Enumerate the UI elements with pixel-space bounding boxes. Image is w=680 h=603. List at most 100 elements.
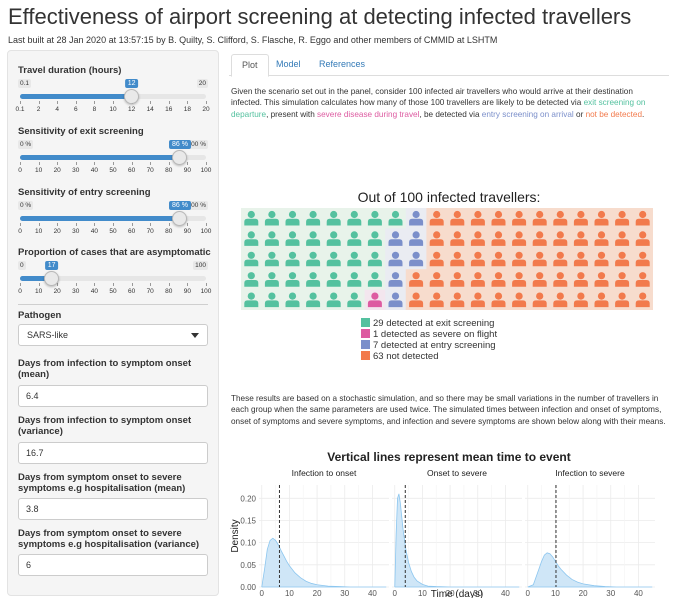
legend-item-not: 63 not detected	[361, 351, 561, 362]
onset-variance-label: Days from infection to symptom onset (va…	[18, 415, 192, 437]
slider-tick	[94, 101, 96, 104]
tab-plot[interactable]: Plot	[231, 54, 269, 77]
person-icon	[573, 210, 588, 226]
person-icon	[635, 231, 650, 246]
person-icon	[244, 251, 259, 267]
slider-tick-label: 70	[146, 228, 154, 235]
person-icon	[450, 292, 465, 308]
severe-variance-label: Days from symptom onset to severe sympto…	[18, 528, 200, 550]
build-info: Last built at 28 Jan 2020 at 13:57:15 by…	[8, 35, 498, 45]
density-area	[394, 493, 520, 588]
slider-tick	[113, 101, 114, 104]
slider-handle[interactable]	[172, 211, 188, 226]
slider-tick-label: 70	[146, 288, 154, 295]
person-icon	[512, 272, 527, 287]
severe-mean-input[interactable]	[18, 498, 208, 520]
intro-not-highlight: not be detected	[585, 109, 643, 119]
slider-tick-label: 16	[165, 106, 173, 113]
slider-track[interactable]	[20, 94, 206, 99]
x-tick-label: 20	[313, 589, 322, 598]
slider-min-label: 0 %	[18, 140, 34, 149]
entry-sensitivity-slider[interactable]: 0 % 100 % 86 % 0 10 20 30 40 50 60 70 80 90 100	[18, 201, 211, 241]
person-icon	[264, 251, 279, 267]
slider-tick-labels: 0 10 20 30 40 50 60 70 80 90 100	[18, 288, 211, 297]
person-icon	[388, 210, 403, 226]
person-icon	[285, 272, 300, 287]
person-icon	[306, 231, 321, 246]
person-icon	[367, 272, 382, 287]
asymptomatic-slider[interactable]: 0 100 17 0 10 20 30 40 50 60 70 80 90 100	[18, 261, 211, 301]
person-icon	[532, 210, 547, 226]
person-icon	[594, 251, 609, 267]
waffle-chart-title: Out of 100 infected travellers:	[357, 189, 541, 205]
person-icon	[491, 231, 506, 246]
x-tick-label: 0	[260, 589, 265, 598]
travel-duration-slider[interactable]: 0.1 20 12 0.1 2 4 6 8 10 12 14 16 18 20	[15, 79, 210, 119]
person-icon	[594, 231, 609, 246]
person-icon	[450, 251, 465, 267]
slider-max-label: 20	[196, 79, 208, 88]
onset-mean-input[interactable]	[18, 385, 208, 407]
slider-tick-label: 40	[90, 288, 99, 295]
slider-tick	[187, 101, 189, 104]
slider-tick-label: 6	[73, 106, 78, 113]
person-icon	[553, 272, 568, 287]
person-icon	[470, 210, 485, 226]
pathogen-select[interactable]: SARS-like	[18, 324, 208, 346]
person-icon	[326, 272, 341, 287]
slider-tick	[187, 162, 189, 165]
density-area	[527, 552, 653, 588]
person-icon	[532, 251, 547, 267]
entry-sensitivity-label: Sensitivity of entry screening	[18, 187, 151, 198]
person-icon	[388, 292, 403, 308]
sidebar-divider	[18, 304, 208, 305]
slider-track[interactable]	[20, 276, 206, 281]
waffle-legend: 29 detected at exit screening 1 detected…	[361, 318, 561, 362]
slider-track[interactable]	[20, 216, 206, 221]
person-icon	[306, 210, 321, 226]
person-icon	[450, 231, 465, 246]
slider-handle[interactable]	[44, 271, 60, 286]
slider-tick-label: 2	[36, 106, 41, 113]
slider-track[interactable]	[20, 155, 206, 160]
slider-tick-label: 8	[92, 106, 97, 113]
slider-tick	[113, 223, 114, 226]
intro-severe-highlight: severe disease during travel	[317, 109, 420, 119]
slider-tick	[75, 283, 77, 286]
slider-min-label: 0	[18, 261, 26, 270]
slider-tick-label: 80	[165, 288, 173, 295]
slider-tick	[38, 162, 40, 165]
person-icon	[388, 231, 403, 246]
slider-tick-label: 0	[18, 167, 22, 174]
x-tick-label: 40	[501, 589, 510, 598]
slider-max-label: 100 %	[185, 140, 208, 149]
slider-tick-label: 10	[34, 228, 43, 235]
exit-sensitivity-slider[interactable]: 0 % 100 % 86 % 0 10 20 30 40 50 60 70 80 90 100	[18, 140, 211, 180]
slider-handle[interactable]	[124, 89, 140, 104]
person-icon	[388, 251, 403, 267]
onset-variance-input[interactable]	[18, 442, 208, 464]
tab-model[interactable]: Model	[276, 59, 301, 69]
app-title: Effectiveness of airport screening at de…	[8, 4, 632, 29]
slider-tick-label: 10	[109, 106, 117, 113]
person-icon	[326, 210, 341, 226]
slider-max-label: 100 %	[185, 201, 208, 210]
slider-value-bubble: 12	[124, 79, 139, 88]
slider-tick	[94, 283, 96, 286]
legend-swatch-exit	[361, 318, 370, 327]
legend-label-entry: 7 detected at entry screening	[373, 340, 496, 351]
person-icon	[635, 292, 650, 308]
severe-variance-input[interactable]	[18, 554, 208, 576]
person-icon	[573, 292, 588, 308]
person-icon	[244, 272, 259, 287]
tab-references[interactable]: References	[319, 59, 366, 69]
slider-tick	[20, 101, 21, 104]
onset-mean-label: Days from infection to symptom onset (me…	[18, 358, 192, 380]
slider-handle[interactable]	[172, 150, 188, 165]
slider-tick-label: 10	[34, 167, 43, 174]
x-tick-label: 30	[340, 589, 349, 598]
person-icon	[470, 272, 485, 287]
legend-label-severe: 1 detected as severe on flight	[373, 329, 498, 340]
person-icon	[635, 272, 650, 287]
slider-tick-labels: 0 10 20 30 40 50 60 70 80 90 100	[18, 228, 211, 237]
